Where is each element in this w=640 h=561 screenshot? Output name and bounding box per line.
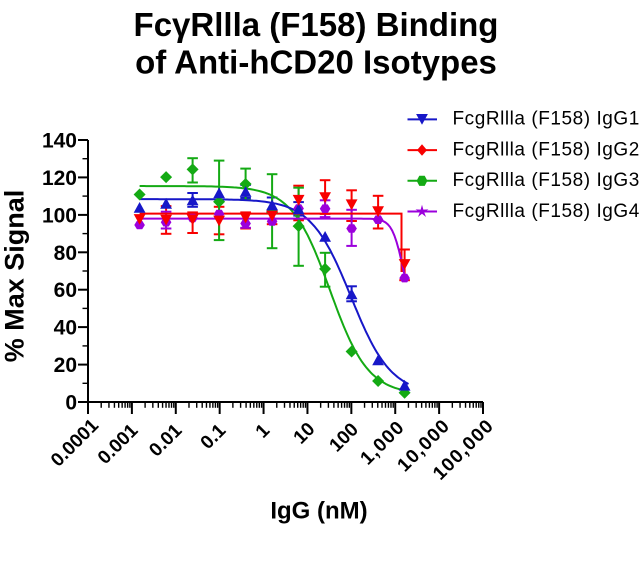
svg-text:FcgRllla (F158) IgG4: FcgRllla (F158) IgG4	[453, 201, 640, 222]
svg-text:0: 0	[65, 392, 77, 415]
svg-text:100: 100	[42, 204, 77, 227]
svg-text:IgG (nM): IgG (nM)	[270, 498, 367, 525]
svg-text:FcγRllla (F158) Binding: FcγRllla (F158) Binding	[134, 6, 499, 43]
svg-text:FcgRllla (F158) IgG1: FcgRllla (F158) IgG1	[453, 109, 640, 130]
svg-text:% Max Signal: % Max Signal	[0, 190, 30, 363]
svg-text:60: 60	[54, 279, 77, 302]
svg-text:80: 80	[54, 242, 77, 265]
svg-text:FcgRllla (F158) IgG2: FcgRllla (F158) IgG2	[453, 139, 640, 160]
svg-text:40: 40	[54, 317, 77, 340]
svg-text:140: 140	[42, 130, 77, 153]
svg-text:20: 20	[54, 354, 77, 377]
svg-text:120: 120	[42, 167, 77, 190]
svg-text:FcgRllla (F158) IgG3: FcgRllla (F158) IgG3	[453, 170, 640, 191]
svg-text:of Anti-hCD20 Isotypes: of Anti-hCD20 Isotypes	[135, 44, 497, 81]
